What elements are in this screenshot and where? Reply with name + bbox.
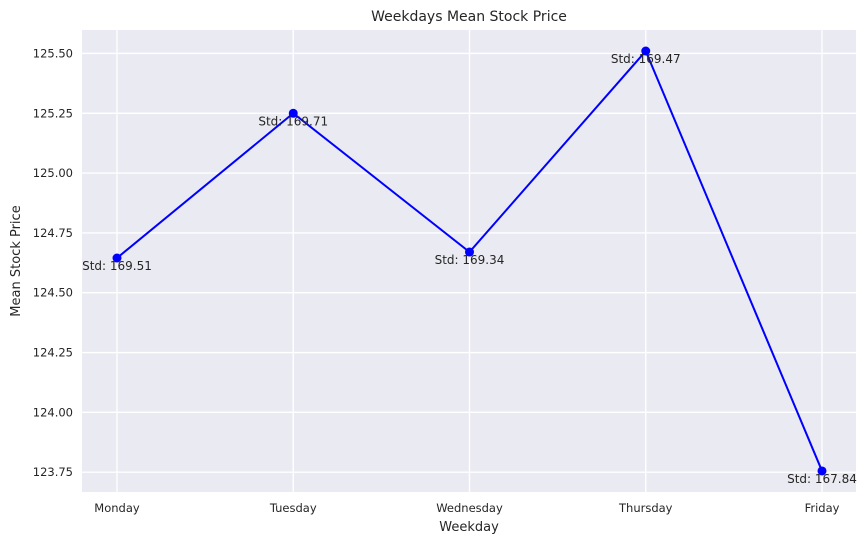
std-annotation: Std: 169.51 [82,259,152,273]
std-annotation: Std: 167.84 [787,472,857,486]
y-tick-label: 124.75 [33,226,73,240]
x-tick-label: Tuesday [269,501,317,515]
x-gridlines [116,30,823,492]
x-tick-label: Wednesday [436,501,503,515]
y-tick-label: 124.50 [33,286,73,300]
y-tick-label: 124.25 [33,346,73,360]
y-tick-label: 125.50 [33,46,73,60]
data-points [112,46,827,476]
x-tick-label: Monday [94,501,140,515]
std-annotation: Std: 169.71 [258,114,328,128]
x-tick-labels: Monday Tuesday Wednesday Thursday Friday [94,501,839,515]
y-axis-label: Mean Stock Price [9,205,24,316]
data-point [641,46,651,56]
chart-title: Weekdays Mean Stock Price [371,9,567,25]
x-tick-label: Thursday [618,501,673,515]
std-annotations: Std: 169.51 Std: 169.71 Std: 169.34 Std: 16… [82,52,857,486]
data-point [817,466,827,476]
std-annotation: Std: 169.47 [611,52,681,66]
x-tick-label: Friday [805,501,840,515]
std-annotation: Std: 169.34 [435,253,505,267]
data-point [288,108,298,118]
y-tick-label: 123.75 [33,465,73,479]
y-tick-label: 125.00 [33,166,73,180]
y-tick-labels: 123.75 124.00 124.25 124.50 124.75 125.00 125.… [33,46,73,479]
y-tick-label: 125.25 [33,106,73,120]
y-tick-label: 124.00 [33,405,73,419]
data-point [465,247,474,257]
y-gridlines [82,52,856,473]
data-point [112,253,122,263]
x-axis-label: Weekday [439,520,499,535]
